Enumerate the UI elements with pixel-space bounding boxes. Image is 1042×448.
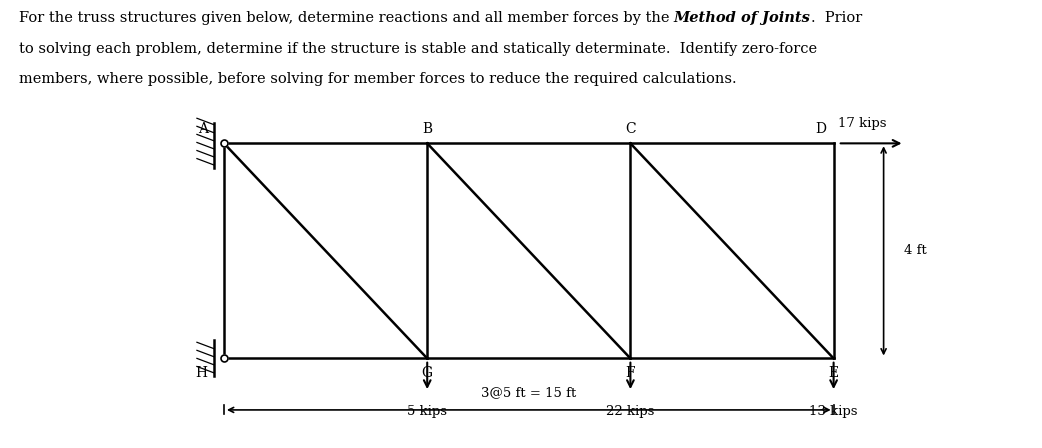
Text: Method of Joints: Method of Joints — [674, 11, 811, 25]
Text: to solving each problem, determine if the structure is stable and statically det: to solving each problem, determine if th… — [19, 42, 817, 56]
Text: 4 ft: 4 ft — [904, 244, 927, 258]
Text: 13 kips: 13 kips — [810, 405, 858, 418]
Text: 5 kips: 5 kips — [407, 405, 447, 418]
Text: F: F — [625, 366, 636, 380]
Text: members, where possible, before solving for member forces to reduce the required: members, where possible, before solving … — [19, 72, 737, 86]
Text: A: A — [198, 122, 208, 136]
Text: H: H — [195, 366, 207, 380]
Text: G: G — [422, 366, 432, 380]
Text: E: E — [828, 366, 839, 380]
Text: For the truss structures given below, determine reactions and all member forces : For the truss structures given below, de… — [19, 11, 674, 25]
Text: 3@5 ft = 15 ft: 3@5 ft = 15 ft — [481, 386, 576, 399]
Text: 17 kips: 17 kips — [838, 117, 887, 130]
Text: C: C — [625, 122, 636, 136]
Text: D: D — [816, 122, 826, 136]
Text: B: B — [422, 122, 432, 136]
Text: For the truss structures given below, determine reactions and all member forces : For the truss structures given below, de… — [19, 11, 674, 25]
Text: .  Prior: . Prior — [811, 11, 862, 25]
Text: 22 kips: 22 kips — [606, 405, 654, 418]
